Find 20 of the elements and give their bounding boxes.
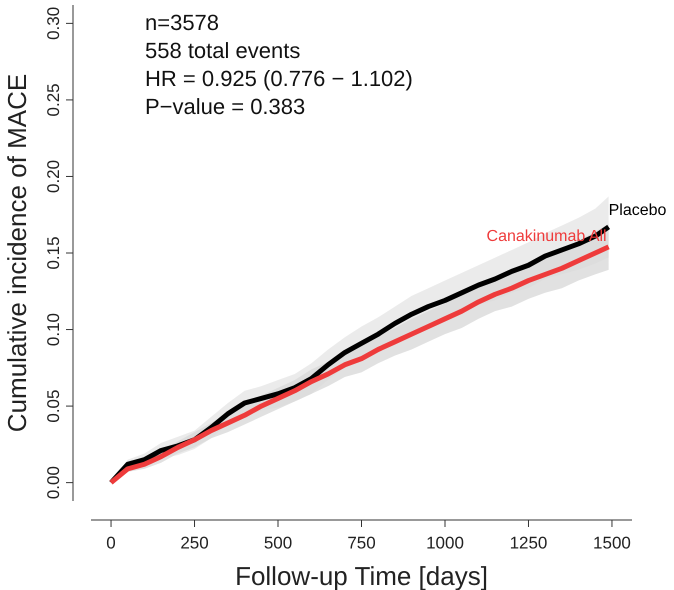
x-tick-label: 0	[106, 534, 116, 553]
x-tick-label: 1250	[510, 534, 548, 553]
y-tick-label: 0.00	[44, 466, 63, 500]
x-tick-label: 1500	[593, 534, 631, 553]
x-tick-label: 250	[180, 534, 209, 553]
annotation: 558 total events	[145, 38, 300, 63]
y-tick-label: 0.05	[44, 390, 63, 423]
x-tick-label: 1000	[426, 534, 464, 553]
y-tick-label: 0.30	[44, 6, 63, 40]
y-tick-label: 0.15	[44, 236, 63, 270]
annotation: P−value = 0.383	[145, 94, 306, 119]
y-axis-title: Cumulative incidence of MACE	[2, 74, 32, 432]
annotation: HR = 0.925 (0.776 − 1.102)	[145, 66, 413, 91]
annotation: n=3578	[145, 10, 220, 35]
series-label: Placebo	[608, 202, 667, 219]
x-tick-label: 500	[264, 534, 292, 553]
y-tick-label: 0.10	[44, 312, 63, 346]
x-tick-label: 750	[347, 534, 376, 553]
y-tick-label: 0.20	[44, 160, 63, 194]
y-tick-label: 0.25	[44, 83, 63, 116]
